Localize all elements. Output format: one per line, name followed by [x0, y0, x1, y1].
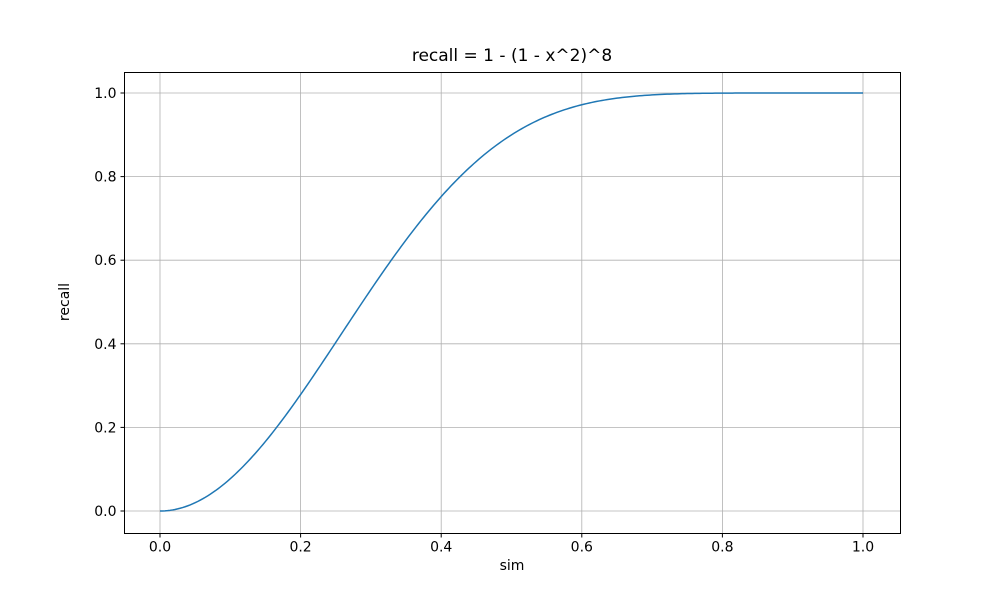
y-axis-label: recall [57, 282, 73, 322]
y-tick-label: 1.0 [94, 86, 116, 102]
x-tick-label: 0.8 [711, 540, 733, 556]
x-tick-label: 1.0 [852, 540, 874, 556]
x-tick-label: 0.0 [149, 540, 171, 556]
chart-title: recall = 1 - (1 - x^2)^8 [411, 46, 613, 66]
y-tick-label: 0.6 [94, 253, 116, 269]
x-tick-label: 0.6 [571, 540, 593, 556]
y-tick-label: 0.0 [94, 504, 116, 520]
x-tick-label: 0.2 [289, 540, 311, 556]
y-tick-label: 0.8 [94, 170, 116, 186]
x-tick-label: 0.4 [430, 540, 452, 556]
y-tick-label: 0.2 [94, 420, 116, 436]
y-tick-label: 0.4 [94, 337, 116, 353]
x-axis-label: sim [499, 558, 525, 574]
recall-curve [159, 92, 863, 512]
